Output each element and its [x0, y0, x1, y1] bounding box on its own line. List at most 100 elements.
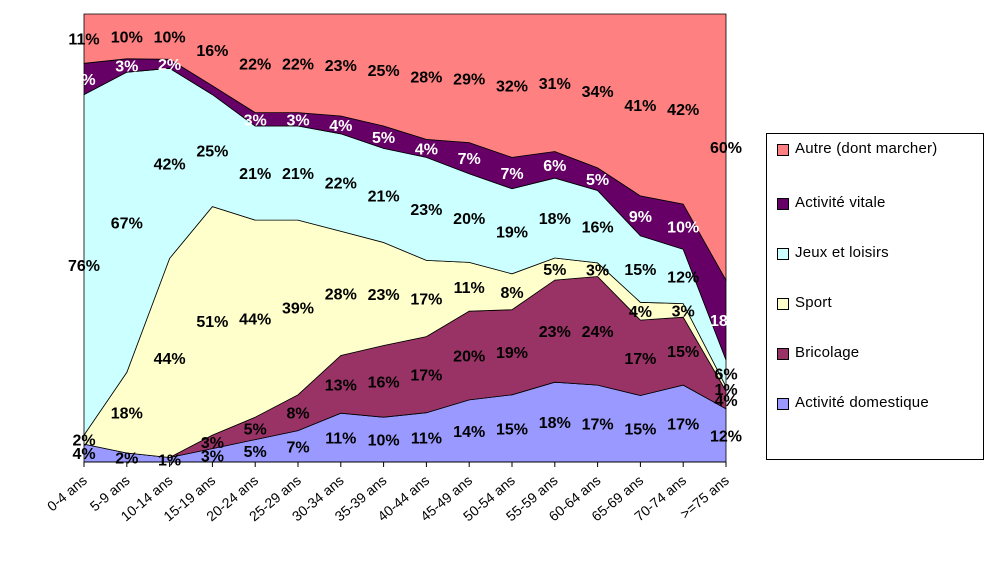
legend-swatch [777, 398, 789, 410]
data-label: 22% [325, 176, 357, 193]
data-label: 29% [453, 71, 485, 88]
data-label: 22% [282, 56, 314, 73]
data-label: 5% [244, 421, 267, 438]
x-axis [83, 461, 727, 467]
data-label: 3% [201, 435, 224, 452]
data-label: 7% [500, 166, 523, 183]
data-label: 13% [325, 377, 357, 394]
data-label: 4% [72, 446, 95, 463]
data-label: 17% [410, 368, 442, 385]
data-label: 15% [624, 422, 656, 439]
area-series-group [83, 13, 727, 463]
data-label: 1% [158, 453, 181, 470]
legend-item: Bricolage [777, 343, 985, 362]
data-label: 51% [196, 314, 228, 331]
data-label: 23% [325, 58, 357, 75]
legend-label: Jeux et loisirs [795, 244, 889, 261]
data-label: 15% [624, 262, 656, 279]
legend-item: Activité domestique [777, 393, 985, 412]
legend-swatch [777, 248, 789, 260]
data-label: 2% [72, 433, 95, 450]
data-label: 4% [714, 393, 737, 410]
data-label: 5% [372, 130, 395, 147]
x-tick-label: 0-4 ans [44, 472, 90, 514]
data-label: 44% [239, 312, 271, 329]
data-label: 16% [368, 374, 400, 391]
data-label: 18% [111, 406, 143, 423]
area-autre-dont-marcher [83, 13, 727, 282]
data-label: 10% [111, 29, 143, 46]
data-label: 11% [68, 32, 99, 49]
data-label: 5% [586, 172, 609, 189]
data-label: 23% [410, 202, 442, 219]
data-label: 3% [115, 59, 138, 76]
data-label: 23% [539, 324, 571, 341]
data-label: 18% [539, 211, 571, 228]
data-label: 15% [667, 344, 699, 361]
data-label: 20% [453, 211, 485, 228]
data-label: 12% [710, 428, 742, 445]
legend-label: Bricolage [795, 344, 860, 361]
data-label: 17% [667, 417, 699, 434]
data-label: 4% [415, 141, 438, 158]
data-label: 4% [629, 304, 652, 321]
legend-label: Sport [795, 294, 832, 311]
data-label: 8% [500, 285, 523, 302]
data-label: 7% [72, 72, 95, 89]
legend-swatch [777, 198, 789, 210]
data-label: 60% [710, 140, 742, 157]
data-label: 8% [286, 406, 309, 423]
data-label: 76% [68, 258, 100, 275]
data-label: 3% [244, 112, 267, 129]
data-label: 42% [667, 102, 699, 119]
data-labels: 4% 2% 1% 3% 5% 7%11% 10% 11% 14% 15% 18% 17% 15% 17%1… [68, 29, 742, 469]
data-label: 11% [411, 430, 442, 447]
data-label: 28% [410, 70, 442, 87]
data-label: 12% [667, 269, 699, 286]
data-label: 17% [410, 291, 442, 308]
legend-item: Autre (dont marcher) [777, 139, 985, 158]
data-label: 31% [539, 76, 571, 93]
data-label: 32% [496, 79, 528, 96]
data-label: 22% [239, 56, 271, 73]
data-label: 3% [201, 448, 224, 465]
data-label: 34% [582, 84, 614, 101]
x-tick-label: >=75 ans [677, 472, 732, 522]
legend-item: Jeux et loisirs [777, 243, 985, 262]
data-label: 21% [282, 166, 314, 183]
legend-label: Autre (dont marcher) [795, 140, 938, 157]
data-label: 19% [496, 224, 528, 241]
data-label: 6% [543, 158, 566, 175]
data-label: 17% [582, 417, 614, 434]
data-label: 2% [115, 451, 138, 468]
data-label: 42% [154, 156, 186, 173]
data-label: 16% [196, 43, 228, 60]
data-label: 7% [458, 151, 481, 168]
data-label: 9% [629, 209, 652, 226]
data-label: 23% [368, 287, 400, 304]
data-label: 25% [368, 63, 400, 80]
data-label: 3% [586, 263, 609, 280]
data-label: 3% [286, 112, 309, 129]
data-label: 20% [453, 349, 485, 366]
data-label: 18% [539, 415, 571, 432]
legend-swatch [777, 144, 789, 156]
data-label: 39% [282, 300, 314, 317]
data-label: 5% [543, 262, 566, 279]
legend-swatch [777, 348, 789, 360]
data-label: 44% [154, 351, 186, 368]
legend-item: Sport [777, 293, 985, 312]
data-label: 2% [158, 57, 181, 74]
data-label: 41% [624, 98, 656, 115]
data-label: 11% [325, 431, 356, 448]
data-label: 10% [667, 220, 699, 237]
data-label: 24% [582, 324, 614, 341]
legend: Autre (dont marcher) Activité vitale Jeux … [766, 133, 984, 460]
data-label: 1% [714, 382, 737, 399]
data-label: 11% [454, 280, 485, 297]
data-label: 17% [624, 351, 656, 368]
data-label: 28% [325, 286, 357, 303]
data-label: 21% [368, 188, 400, 205]
